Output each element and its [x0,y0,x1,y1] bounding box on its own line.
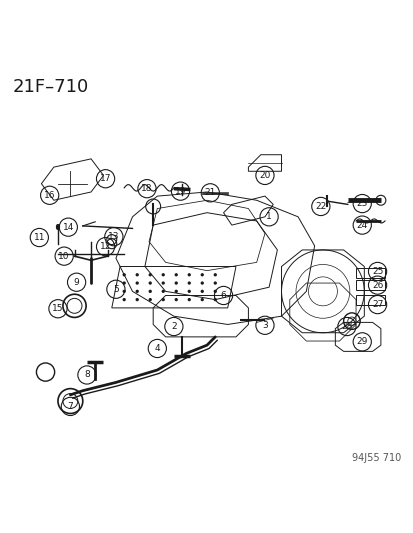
Text: 2: 2 [171,322,176,331]
Text: 3: 3 [261,321,267,330]
Text: 23: 23 [356,199,367,208]
Text: 20: 20 [259,171,270,180]
Circle shape [200,289,204,293]
Text: 10: 10 [58,252,70,261]
Circle shape [174,289,178,293]
Text: 19: 19 [174,187,186,196]
Text: 18: 18 [141,184,152,193]
Circle shape [161,298,164,301]
Text: 12: 12 [100,242,111,251]
Circle shape [200,273,204,277]
Text: 24: 24 [356,221,367,230]
Text: 16: 16 [44,191,55,200]
Circle shape [187,273,190,277]
Text: 14: 14 [62,223,74,232]
Circle shape [122,289,126,293]
Circle shape [148,281,152,285]
Text: 15: 15 [52,304,64,313]
Circle shape [161,281,164,285]
Text: 8: 8 [84,370,90,379]
Circle shape [122,281,126,285]
Circle shape [200,298,204,301]
Circle shape [213,281,216,285]
Text: 17: 17 [100,174,111,183]
Text: 13: 13 [108,232,119,241]
Circle shape [213,289,216,293]
Circle shape [174,273,178,277]
Circle shape [148,298,152,301]
Text: 28: 28 [340,322,352,331]
Text: 4: 4 [154,344,160,353]
Circle shape [187,289,190,293]
Circle shape [161,273,164,277]
Text: 27: 27 [371,300,382,309]
Text: 9: 9 [74,278,79,287]
Text: 5: 5 [113,285,119,294]
Text: 1: 1 [266,212,271,221]
Circle shape [174,281,178,285]
Text: 22: 22 [314,202,326,211]
Circle shape [135,281,138,285]
Circle shape [213,298,216,301]
Circle shape [174,298,178,301]
Text: 6: 6 [220,291,226,300]
Circle shape [187,298,190,301]
Text: 29: 29 [356,337,367,346]
Circle shape [135,298,138,301]
Circle shape [187,281,190,285]
Text: 94J55 710: 94J55 710 [351,453,401,463]
Circle shape [161,289,164,293]
Circle shape [122,298,126,301]
Circle shape [148,289,152,293]
Text: 7: 7 [67,402,73,411]
Text: 11: 11 [33,233,45,242]
Circle shape [135,273,138,277]
Text: 21: 21 [204,188,216,197]
Circle shape [135,289,138,293]
Circle shape [122,273,126,277]
Circle shape [213,273,216,277]
Text: 26: 26 [371,281,382,289]
Circle shape [148,273,152,277]
Text: 21F–710: 21F–710 [12,78,88,96]
Text: 25: 25 [371,267,382,276]
Circle shape [200,281,204,285]
